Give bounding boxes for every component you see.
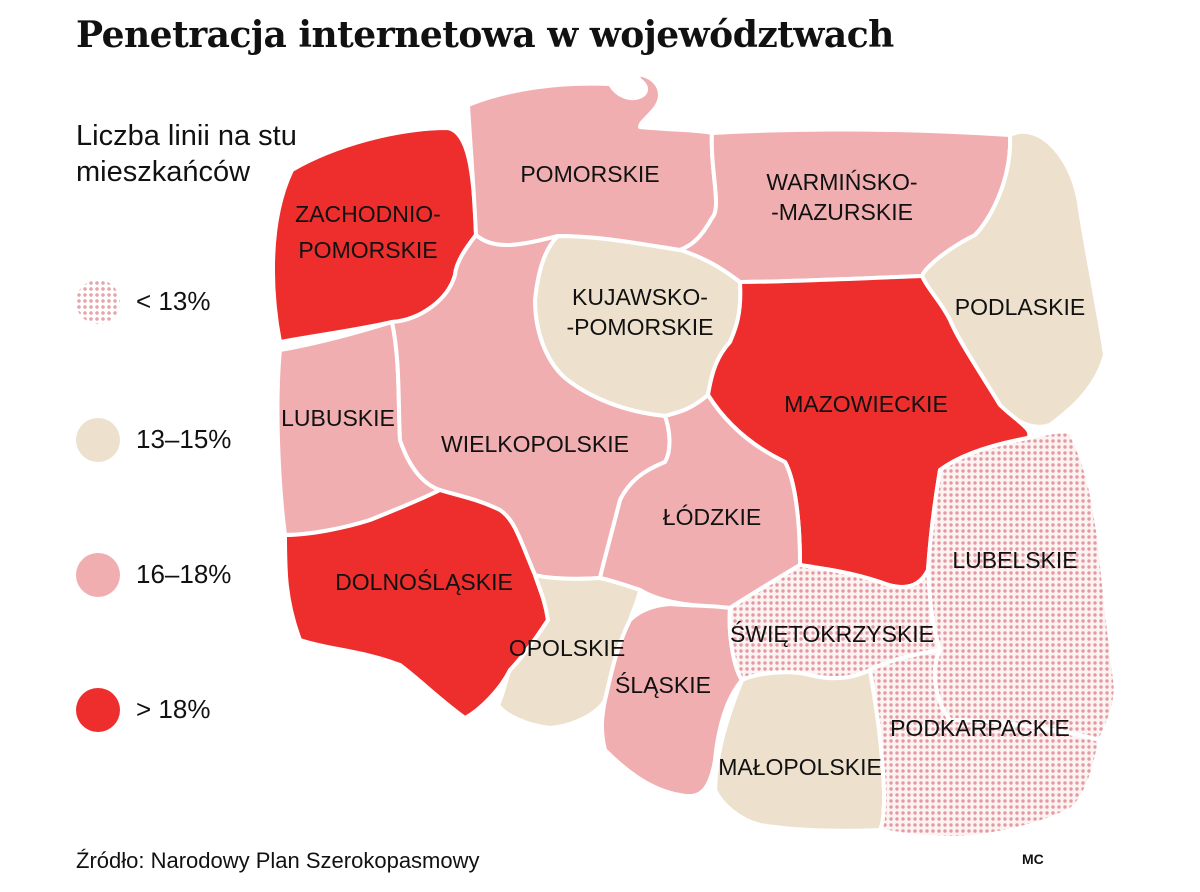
region-label-wielkopolskie: WIELKOPOLSKIE — [441, 431, 629, 457]
region-slaskie — [600, 602, 744, 799]
region-label-kujawsko-pomorskie: KUJAWSKO- — [572, 284, 708, 310]
legend-swatch-dotted — [76, 280, 120, 324]
region-label-warminsko-mazurskie: WARMIŃSKO- — [766, 169, 917, 195]
region-malopolskie — [713, 668, 887, 833]
region-label-pomorskie: POMORSKIE — [520, 161, 659, 187]
region-label-mazowieckie: MAZOWIECKIE — [784, 391, 948, 417]
region-label-lubelskie: LUBELSKIE — [952, 547, 1077, 573]
region-label-warminsko-mazurskie: -MAZURSKIE — [771, 199, 913, 225]
region-label-malopolskie: MAŁOPOLSKIE — [718, 754, 882, 780]
region-label-opolskie: OPOLSKIE — [509, 635, 625, 661]
region-label-podkarpackie: PODKARPACKIE — [890, 715, 1070, 741]
legend-label: < 13% — [136, 286, 211, 316]
map-subtitle: Liczba linii na stu mieszkańców — [76, 120, 297, 188]
legend-label: > 18% — [136, 694, 211, 724]
author-credit: MC — [1022, 851, 1044, 867]
map-title: Penetracja internetowa w województwach — [76, 14, 894, 56]
legend-label: 16–18% — [136, 559, 232, 589]
source-note: Źródło: Narodowy Plan Szerokopasmowy — [76, 848, 480, 873]
region-podkarpackie — [868, 648, 1102, 840]
region-label-lodzkie: ŁÓDZKIE — [663, 504, 761, 530]
region-label-swietokrzyskie: ŚWIĘTOKRZYSKIE — [730, 620, 934, 647]
legend-label: 13–15% — [136, 424, 232, 454]
region-label-zachodniopomorskie: POMORSKIE — [298, 237, 437, 263]
region-label-zachodniopomorskie: ZACHODNIO- — [295, 201, 441, 227]
region-label-dolnoslaskie: DOLNOŚLĄSKIE — [335, 568, 513, 595]
legend-swatch-red — [76, 688, 120, 732]
region-label-lubuskie: LUBUSKIE — [281, 405, 395, 431]
region-label-kujawsko-pomorskie: -POMORSKIE — [567, 314, 714, 340]
region-label-podlaskie: PODLASKIE — [955, 294, 1085, 320]
region-lubelskie — [926, 429, 1118, 742]
region-label-slaskie: ŚLĄSKIE — [615, 671, 711, 698]
region-opolskie — [496, 573, 642, 730]
legend-swatch-pink — [76, 553, 120, 597]
legend-swatch-beige — [76, 418, 120, 462]
